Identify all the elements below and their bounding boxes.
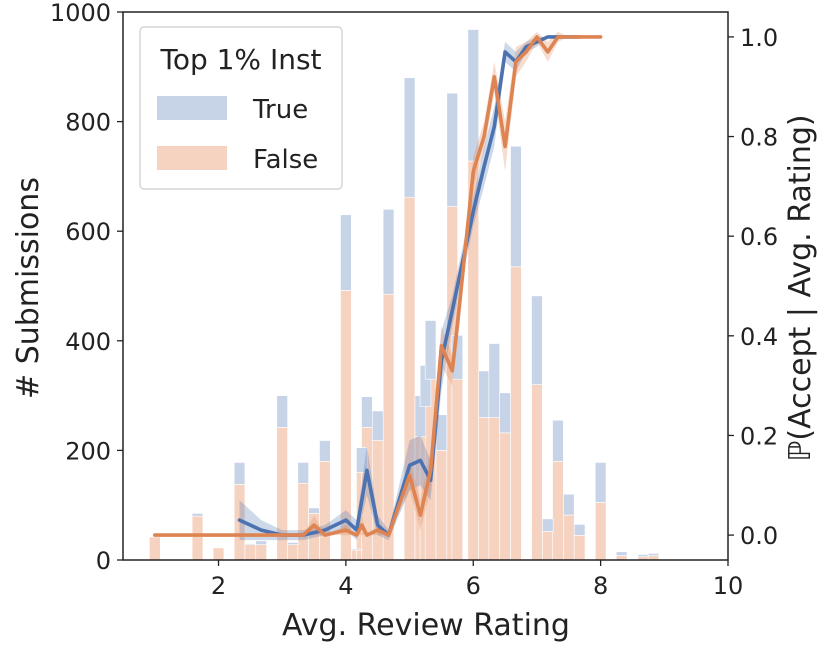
bar-false-33 bbox=[573, 535, 586, 561]
bar-true-3 bbox=[233, 462, 246, 485]
legend-label-false: False bbox=[253, 145, 318, 175]
bar-true-8 bbox=[297, 462, 309, 484]
y-right-tick-label-5: 1.0 bbox=[740, 24, 778, 52]
x-axis-label: Avg. Review Rating bbox=[282, 608, 570, 643]
bar-false-2 bbox=[212, 547, 225, 561]
y-right-axis-label: ℙ(Accept | Avg. Rating) bbox=[783, 114, 818, 461]
y-left-tick-label-0: 0 bbox=[96, 547, 111, 575]
bar-true-25 bbox=[478, 370, 490, 418]
bar-false-7 bbox=[287, 544, 299, 561]
bar-true-15 bbox=[372, 410, 384, 441]
y-right-tick-label-3: 0.6 bbox=[740, 223, 778, 251]
bar-true-7 bbox=[287, 542, 299, 545]
bar-true-1 bbox=[191, 513, 204, 517]
y-left-tick-label-600: 600 bbox=[65, 218, 111, 246]
bar-true-34 bbox=[594, 462, 607, 503]
bar-true-28 bbox=[510, 145, 522, 268]
bar-false-34 bbox=[594, 502, 607, 561]
bar-false-0 bbox=[149, 536, 161, 561]
bar-true-24 bbox=[467, 29, 479, 162]
bar-true-6 bbox=[276, 395, 288, 428]
bar-false-1 bbox=[191, 515, 204, 561]
bar-false-17 bbox=[403, 196, 416, 561]
y-right-tick-label-0: 0.0 bbox=[740, 522, 778, 550]
bar-true-16 bbox=[382, 208, 395, 295]
y-left-axis-ticks: 0 200 400 600 800 1000 bbox=[50, 0, 123, 575]
plot-frame bbox=[122, 11, 729, 561]
bar-true-13 bbox=[356, 447, 368, 473]
bar-true-33 bbox=[573, 524, 586, 536]
bar-false-10 bbox=[319, 461, 331, 561]
legend-label-true: True bbox=[252, 95, 308, 125]
bar-false-8 bbox=[297, 482, 309, 561]
y-right-tick-label-4: 0.8 bbox=[740, 124, 778, 152]
bar-false-29 bbox=[531, 384, 543, 561]
y-left-tick-label-800: 800 bbox=[65, 109, 111, 137]
bar-true-12 bbox=[351, 548, 363, 551]
bar-true-32 bbox=[563, 493, 575, 516]
bar-false-32 bbox=[563, 514, 575, 561]
bar-false-4 bbox=[244, 544, 257, 561]
x-tick-label-8: 8 bbox=[593, 572, 608, 600]
x-tick-label-2: 2 bbox=[211, 572, 226, 600]
bar-true-11 bbox=[340, 214, 352, 291]
bar-false-25 bbox=[478, 417, 490, 561]
x-tick-label-10: 10 bbox=[713, 572, 744, 600]
true-bars bbox=[191, 29, 660, 558]
x-tick-label-4: 4 bbox=[338, 572, 353, 600]
bar-false-31 bbox=[552, 461, 564, 561]
bar-true-35 bbox=[615, 551, 628, 556]
bar-true-26 bbox=[488, 343, 500, 418]
acceptance-lines bbox=[153, 35, 603, 537]
bar-false-21 bbox=[435, 450, 448, 561]
bar-true-14 bbox=[361, 396, 373, 428]
bar-true-29 bbox=[531, 295, 543, 385]
bar-false-26 bbox=[488, 417, 500, 561]
y-left-tick-label-200: 200 bbox=[65, 437, 111, 465]
y-right-tick-label-2: 0.4 bbox=[740, 323, 778, 351]
y-left-axis-label: # Submissions bbox=[11, 177, 46, 399]
y-left-tick-label-1000: 1000 bbox=[50, 0, 111, 27]
bar-true-36 bbox=[637, 554, 650, 558]
bar-false-5 bbox=[255, 544, 267, 561]
bar-false-27 bbox=[499, 432, 511, 561]
bar-true-37 bbox=[647, 553, 660, 556]
y-right-axis-ticks: 0.0 0.2 0.4 0.6 0.8 1.0 bbox=[728, 24, 778, 550]
legend-swatch-true bbox=[157, 96, 227, 120]
bar-true-4 bbox=[244, 543, 257, 545]
bar-true-27 bbox=[499, 392, 511, 434]
bar-true-31 bbox=[552, 419, 564, 462]
y-left-tick-label-400: 400 bbox=[65, 328, 111, 356]
bar-false-28 bbox=[510, 266, 522, 561]
bar-false-6 bbox=[276, 427, 288, 561]
legend-swatch-false bbox=[157, 146, 227, 170]
y-right-tick-label-1: 0.2 bbox=[740, 422, 778, 450]
false_line bbox=[153, 35, 603, 537]
bar-true-22 bbox=[446, 92, 458, 207]
bar-true-9 bbox=[308, 507, 320, 514]
bar-true-17 bbox=[403, 77, 416, 198]
bar-true-30 bbox=[542, 518, 554, 532]
bar-true-20 bbox=[424, 320, 437, 380]
bar-false-23 bbox=[451, 378, 464, 561]
x-tick-label-6: 6 bbox=[466, 572, 481, 600]
bar-true-5 bbox=[255, 540, 267, 545]
bar-false-30 bbox=[542, 531, 554, 561]
x-axis-ticks: 2 4 6 8 10 bbox=[211, 560, 743, 600]
legend-title: Top 1% Inst bbox=[159, 43, 321, 76]
bar-true-10 bbox=[319, 440, 331, 462]
legend: Top 1% Inst True False bbox=[139, 26, 343, 190]
